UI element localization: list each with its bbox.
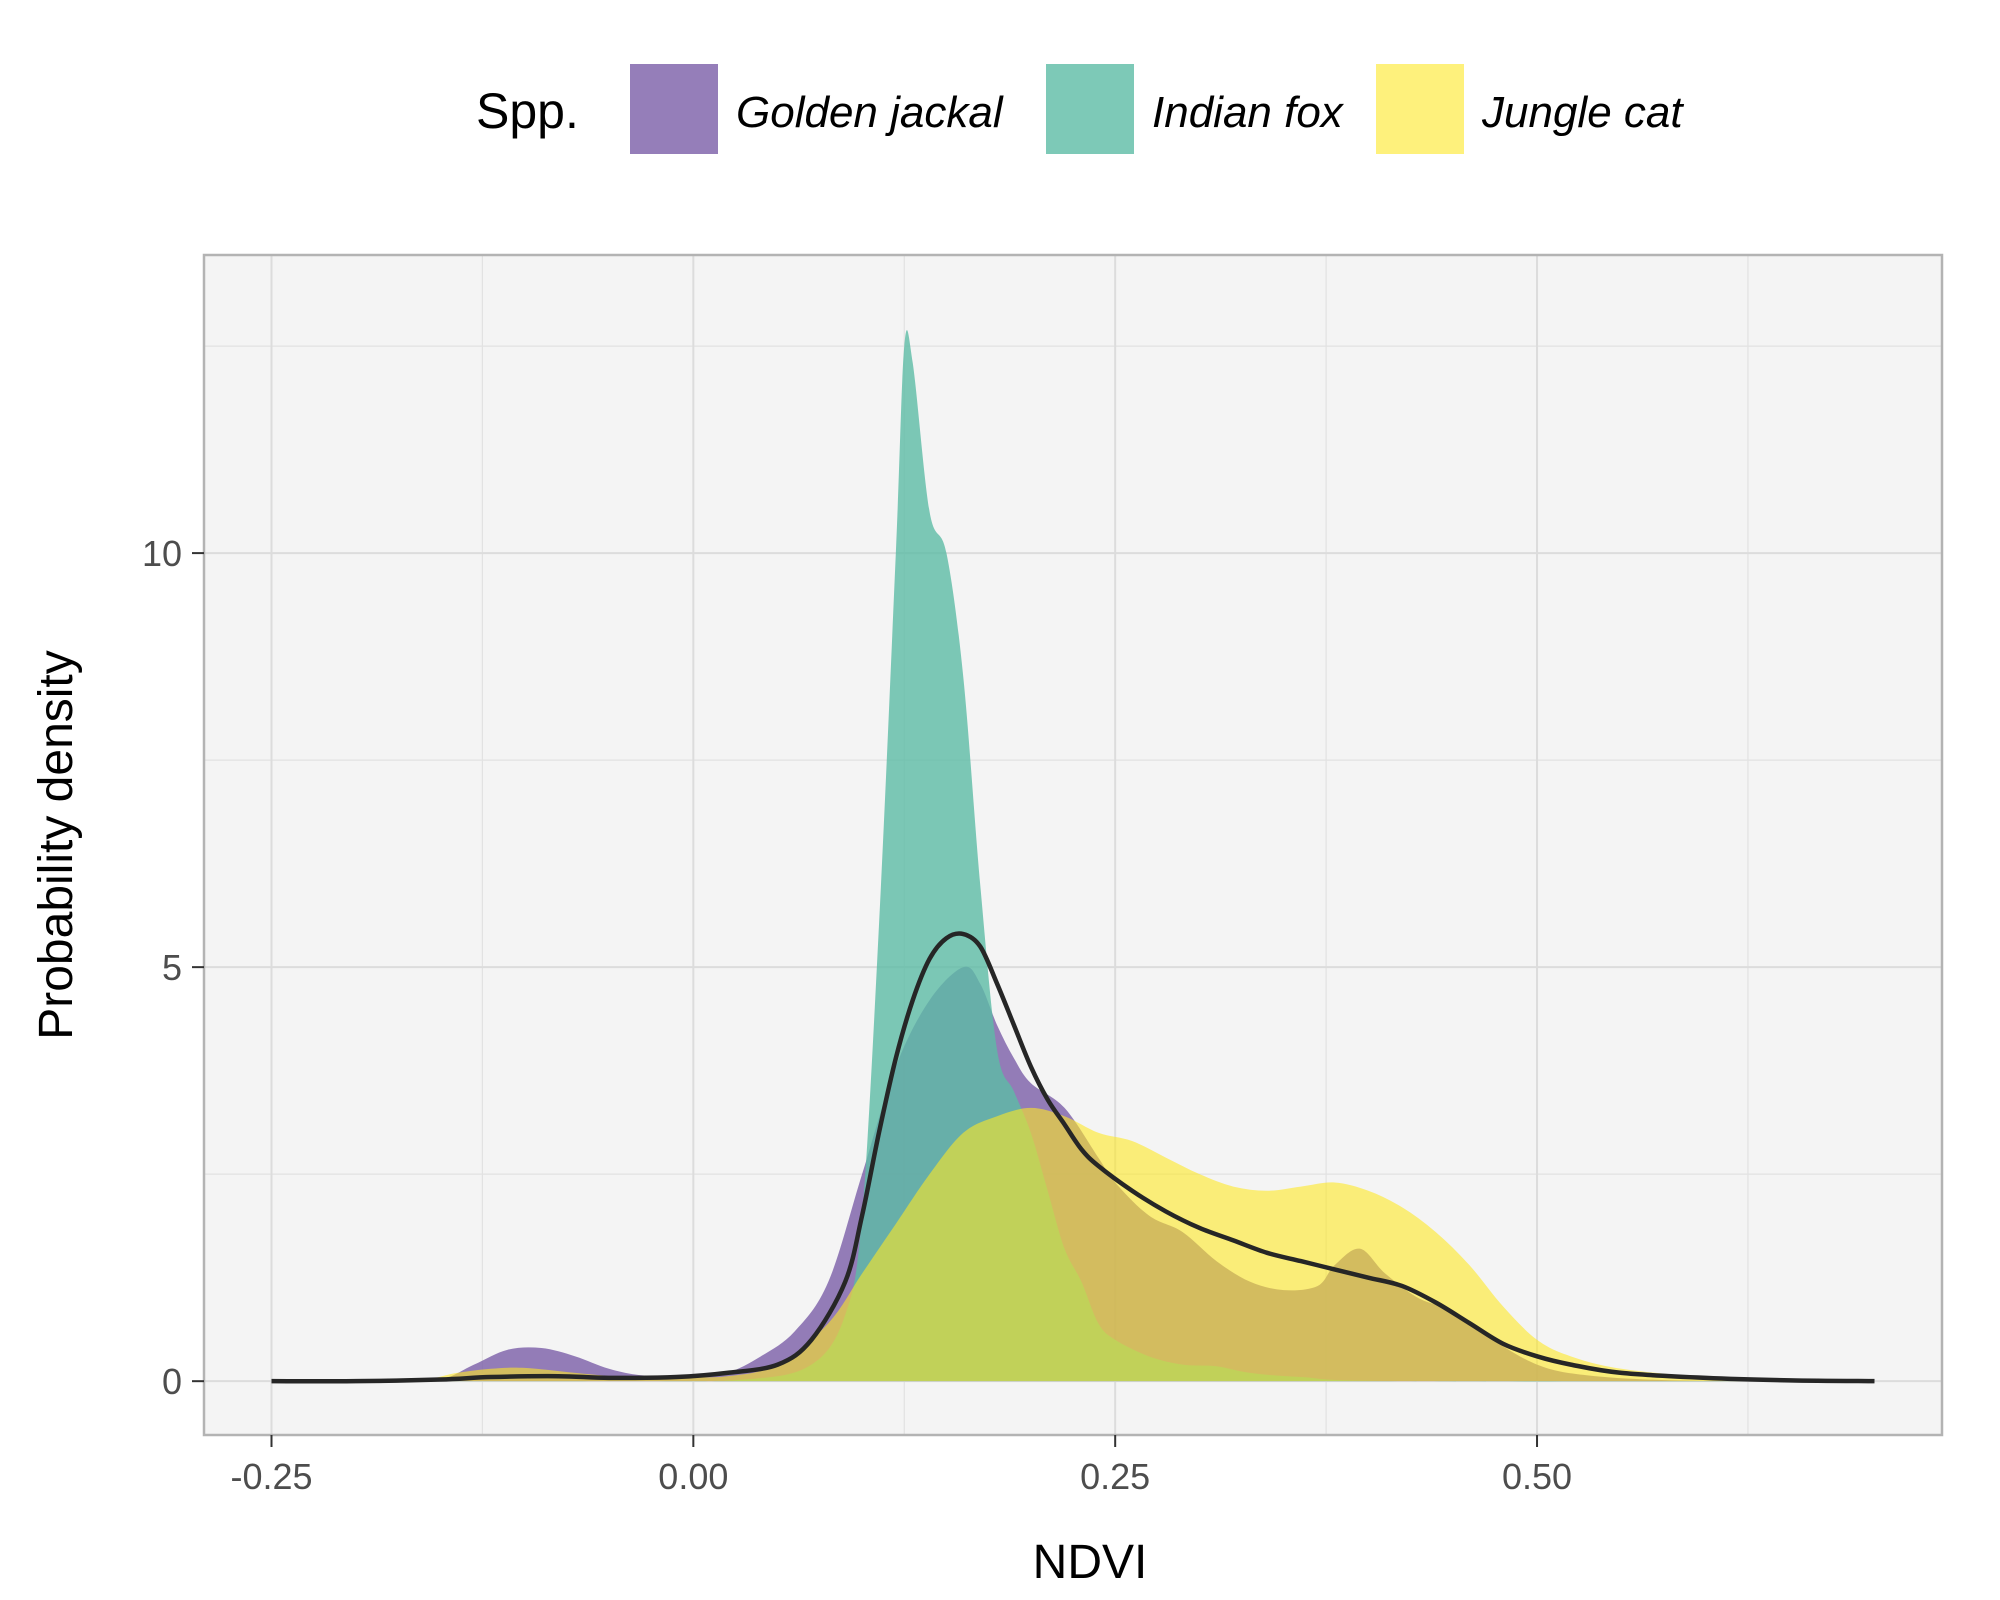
legend-item-golden-jackal: Golden jackal xyxy=(630,64,1004,154)
x-axis: -0.25 0.00 0.25 0.50 xyxy=(230,1435,1572,1497)
legend-label-indian-fox: Indian fox xyxy=(1152,88,1345,137)
legend-title: Spp. xyxy=(476,83,579,139)
x-tick-label: 0.25 xyxy=(1080,1456,1150,1497)
y-tick-label: 0 xyxy=(162,1361,182,1402)
legend-label-jungle-cat: Jungle cat xyxy=(1481,88,1684,137)
legend: Spp. Golden jackal Indian fox Jungle cat xyxy=(476,64,1684,154)
plot-border xyxy=(202,253,1944,1437)
y-tick-label: 5 xyxy=(162,947,182,988)
legend-item-jungle-cat: Jungle cat xyxy=(1376,64,1684,154)
x-tick-label: -0.25 xyxy=(230,1456,312,1497)
legend-item-indian-fox: Indian fox xyxy=(1046,64,1345,154)
x-axis-title: NDVI xyxy=(1033,1536,1148,1589)
legend-key-indian-fox xyxy=(1046,64,1134,154)
density-lines xyxy=(271,931,1875,1384)
density-area-jungle-cat xyxy=(271,1107,1875,1382)
legend-key-golden-jackal xyxy=(630,64,718,154)
density-areas xyxy=(271,330,1875,1382)
y-axis: 0 5 10 xyxy=(142,533,204,1402)
density-line-overall xyxy=(271,931,1875,1384)
legend-label-golden-jackal: Golden jackal xyxy=(736,88,1004,137)
x-tick-label: 0.00 xyxy=(658,1456,728,1497)
y-tick-label: 10 xyxy=(142,533,182,574)
legend-key-jungle-cat xyxy=(1376,64,1464,154)
y-axis-title: Probability density xyxy=(30,650,83,1040)
x-tick-label: 0.50 xyxy=(1502,1456,1572,1497)
